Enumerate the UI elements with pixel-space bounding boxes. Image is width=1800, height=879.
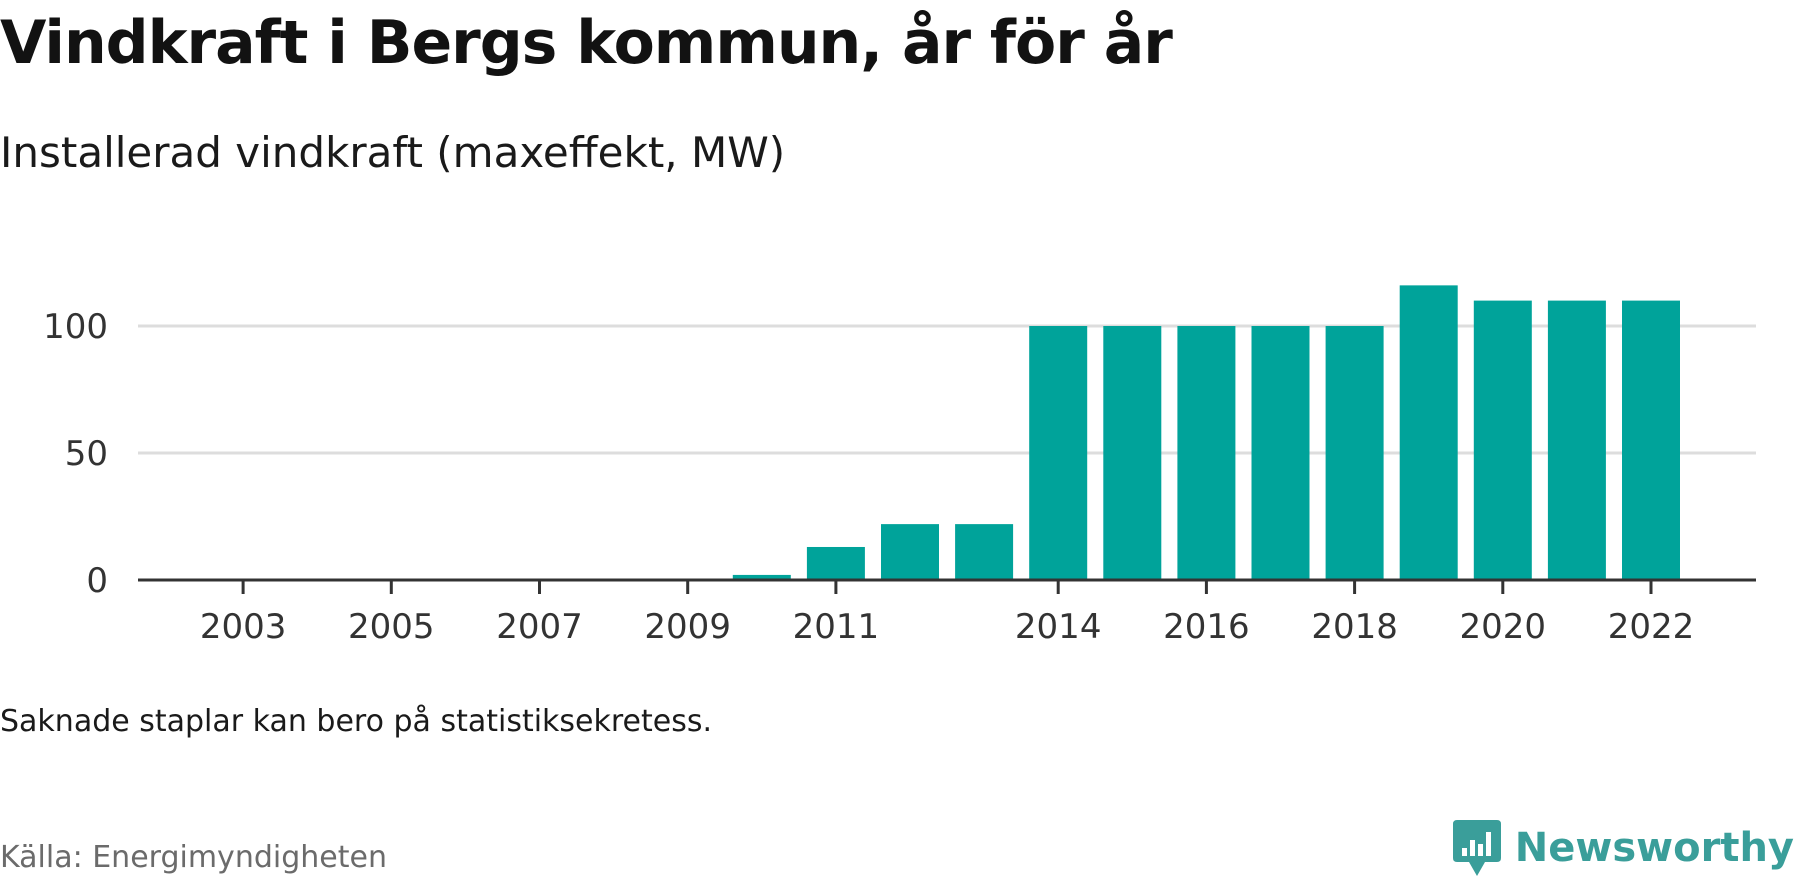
bar-2020 [1473, 300, 1532, 580]
bar-2022 [1622, 300, 1680, 580]
x-tick-label: 2007 [496, 607, 583, 647]
chart-subtitle: Installerad vindkraft (maxeffekt, MW) [0, 128, 786, 177]
bar-2012 [881, 524, 939, 580]
bar-2011 [806, 546, 865, 580]
bar-2019 [1399, 285, 1458, 580]
chart-title: Vindkraft i Bergs kommun, år för år [0, 8, 1173, 78]
x-tick-label: 2003 [200, 607, 287, 647]
y-tick-label: 50 [65, 434, 108, 474]
bar-2015 [1103, 326, 1162, 580]
bar-2010 [732, 574, 791, 580]
bar-2018 [1325, 326, 1384, 580]
x-tick-label: 2020 [1460, 607, 1547, 647]
x-tick-label: 2016 [1163, 607, 1250, 647]
bar-2017 [1251, 326, 1310, 580]
x-tick-label: 2011 [793, 607, 880, 647]
bar-2014 [1029, 326, 1088, 580]
bars [732, 285, 1680, 580]
y-tick-label: 0 [86, 561, 108, 601]
source-note: Källa: Energimyndigheten [0, 840, 387, 875]
bar-2021 [1547, 300, 1606, 580]
x-tick-label: 2005 [348, 607, 435, 647]
axes: 0 50 100 2003 2005 2007 2009 2011 2014 2016 2018 20… [43, 307, 1756, 647]
footnote: Saknade staplar kan bero på statistiksek… [0, 704, 713, 739]
bar-2016 [1177, 326, 1236, 580]
bar-chart: 0 50 100 2003 2005 2007 2009 2011 2014 2016 2018 20… [43, 285, 1756, 647]
newsworthy-logo-icon [1452, 820, 1501, 876]
brand-name: Newsworthy [1514, 825, 1794, 871]
x-tick-label: 2009 [644, 607, 731, 647]
x-tick-label: 2022 [1608, 607, 1695, 647]
brand-logo: Newsworthy [1451, 818, 1794, 878]
x-tick-label: 2014 [1015, 607, 1102, 647]
y-tick-label: 100 [43, 307, 108, 347]
bar-2013 [955, 524, 1014, 580]
x-tick-label: 2018 [1311, 607, 1398, 647]
